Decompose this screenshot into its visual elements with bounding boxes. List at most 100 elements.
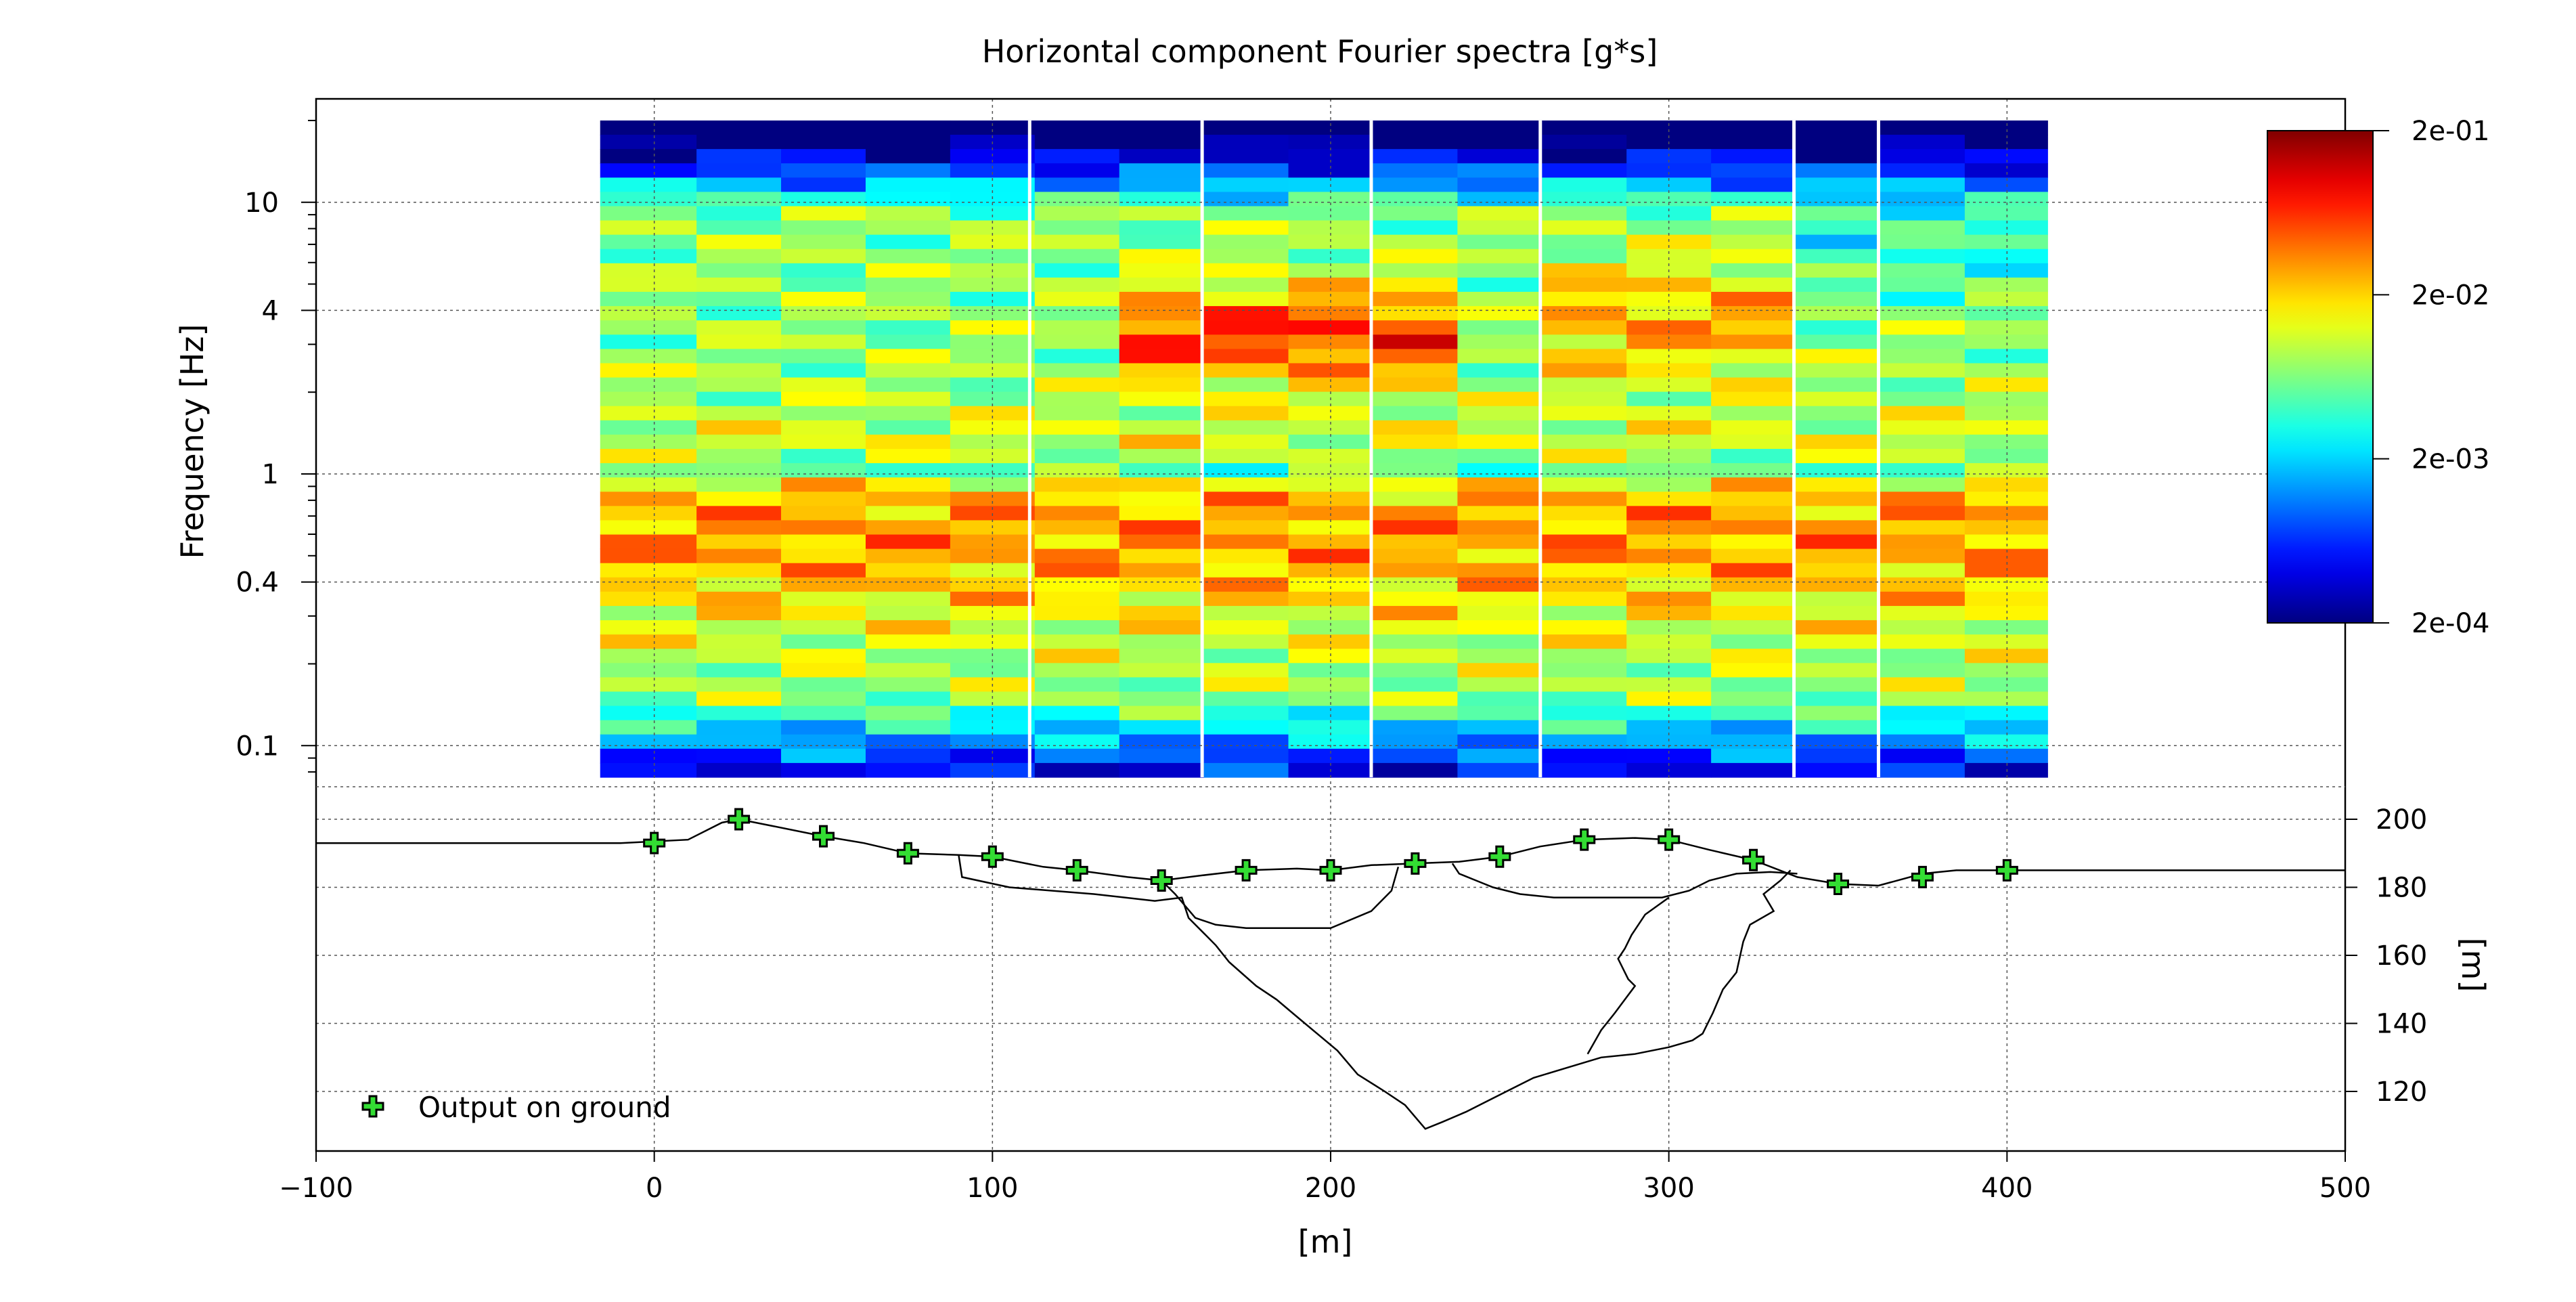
heatmap-cell: [865, 649, 951, 664]
heatmap-cell: [781, 177, 866, 193]
heatmap-cell: [781, 149, 866, 164]
heatmap-cell: [1457, 320, 1542, 335]
heatmap-cell: [1711, 234, 1796, 250]
heatmap-cell: [1880, 406, 1966, 421]
heatmap-cell: [1203, 577, 1289, 592]
heatmap-cell: [1034, 277, 1120, 292]
heatmap-cell: [1542, 577, 1627, 592]
heatmap-cell: [1373, 492, 1458, 506]
heatmap-cell: [1796, 762, 1881, 778]
station-marker: [1742, 848, 1765, 871]
heatmap-cell: [1796, 349, 1881, 364]
heatmap-cell: [696, 377, 782, 393]
heatmap-cell: [781, 248, 866, 264]
heatmap-cell: [1373, 634, 1458, 649]
heatmap-cell: [865, 563, 951, 578]
heatmap-cell: [1457, 477, 1542, 492]
frequency-tick-label: 10: [244, 188, 279, 219]
heatmap-cell: [1711, 334, 1796, 349]
chart-title: Horizontal component Fourier spectra [g*…: [982, 33, 1658, 70]
heatmap-cell: [781, 563, 866, 578]
heatmap-cell: [696, 620, 782, 635]
heatmap-cell: [600, 477, 697, 492]
heatmap-cell: [1542, 534, 1627, 550]
heatmap-cell: [1034, 177, 1120, 193]
heatmap-cell: [1457, 534, 1542, 550]
heatmap-cell: [1542, 748, 1627, 764]
heatmap-cell: [600, 277, 697, 292]
heatmap-cell: [1542, 277, 1627, 292]
legend-marker: [361, 1095, 384, 1118]
heatmap-cell: [1880, 691, 1966, 707]
heatmap-cell: [696, 306, 782, 321]
heatmap-cell: [1964, 420, 2048, 435]
heatmap-cell: [1796, 548, 1881, 564]
heatmap-cell: [1457, 663, 1542, 678]
heatmap-cell: [865, 677, 951, 693]
heatmap-cell: [865, 448, 951, 464]
heatmap-cell: [1288, 234, 1374, 250]
heatmap-cell: [1542, 548, 1627, 564]
heatmap-cell: [781, 463, 866, 478]
heatmap-cell: [1457, 706, 1542, 721]
heatmap-cell: [1203, 248, 1289, 264]
heatmap-cell: [781, 306, 866, 321]
heatmap-cell: [1626, 706, 1712, 721]
heatmap-cell: [1796, 292, 1881, 307]
heatmap-cell: [1880, 306, 1966, 321]
heatmap-cell: [1796, 206, 1881, 221]
heatmap-cell: [1373, 220, 1458, 236]
x-tick-label: 500: [2319, 1173, 2371, 1204]
heatmap-cell: [600, 577, 697, 592]
heatmap-cell: [1373, 520, 1458, 536]
heatmap-cell: [1119, 277, 1205, 292]
heatmap-cell: [1626, 492, 1712, 506]
heatmap-cell: [1457, 463, 1542, 478]
heatmap-cell: [1796, 520, 1881, 536]
heatmap-cell: [781, 649, 866, 664]
heatmap-cell: [600, 135, 697, 150]
station-marker: [1065, 859, 1088, 882]
heatmap-cell: [1711, 163, 1796, 178]
heatmap-cell: [1203, 448, 1289, 464]
heatmap-cell: [1203, 206, 1289, 221]
heatmap-cell: [1711, 206, 1796, 221]
heatmap-cell: [781, 420, 866, 435]
heatmap-cell: [1626, 248, 1712, 264]
station-marker: [1911, 865, 1934, 888]
heatmap-cell: [1542, 120, 1627, 135]
heatmap-cell: [600, 120, 697, 135]
heatmap-cell: [865, 591, 951, 607]
heatmap-cell: [1711, 591, 1796, 607]
heatmap-cell: [696, 192, 782, 207]
heatmap-cell: [865, 434, 951, 450]
heatmap-cell: [1880, 492, 1966, 506]
heatmap-cell: [1203, 263, 1289, 278]
heatmap-cell: [1711, 748, 1796, 764]
heatmap-cell: [1203, 292, 1289, 307]
heatmap-cell: [1373, 292, 1458, 307]
heatmap-cell: [1457, 448, 1542, 464]
heatmap-cell: [950, 734, 1036, 750]
heatmap-cell: [1457, 391, 1542, 407]
heatmap-cell: [1034, 135, 1120, 150]
station-marker: [812, 825, 835, 848]
heatmap-cell: [600, 163, 697, 178]
heatmap-cell: [1457, 577, 1542, 592]
heatmap-cell: [1034, 420, 1120, 435]
heatmap-cell: [1880, 663, 1966, 678]
heatmap-cell: [1034, 706, 1120, 721]
heatmap-cell: [1964, 649, 2048, 664]
heatmap-cell: [1964, 277, 2048, 292]
heatmap-cell: [1542, 306, 1627, 321]
heatmap-cell: [1457, 306, 1542, 321]
heatmap-cell: [1203, 220, 1289, 236]
heatmap-cell: [1119, 534, 1205, 550]
heatmap-cell: [781, 320, 866, 335]
station-marker: [1827, 872, 1849, 895]
heatmap-cell: [1796, 577, 1881, 592]
heatmap-cell: [1203, 434, 1289, 450]
heatmap-cell: [1626, 363, 1712, 378]
heatmap-cell: [1796, 734, 1881, 750]
heatmap-cell: [1373, 120, 1458, 135]
